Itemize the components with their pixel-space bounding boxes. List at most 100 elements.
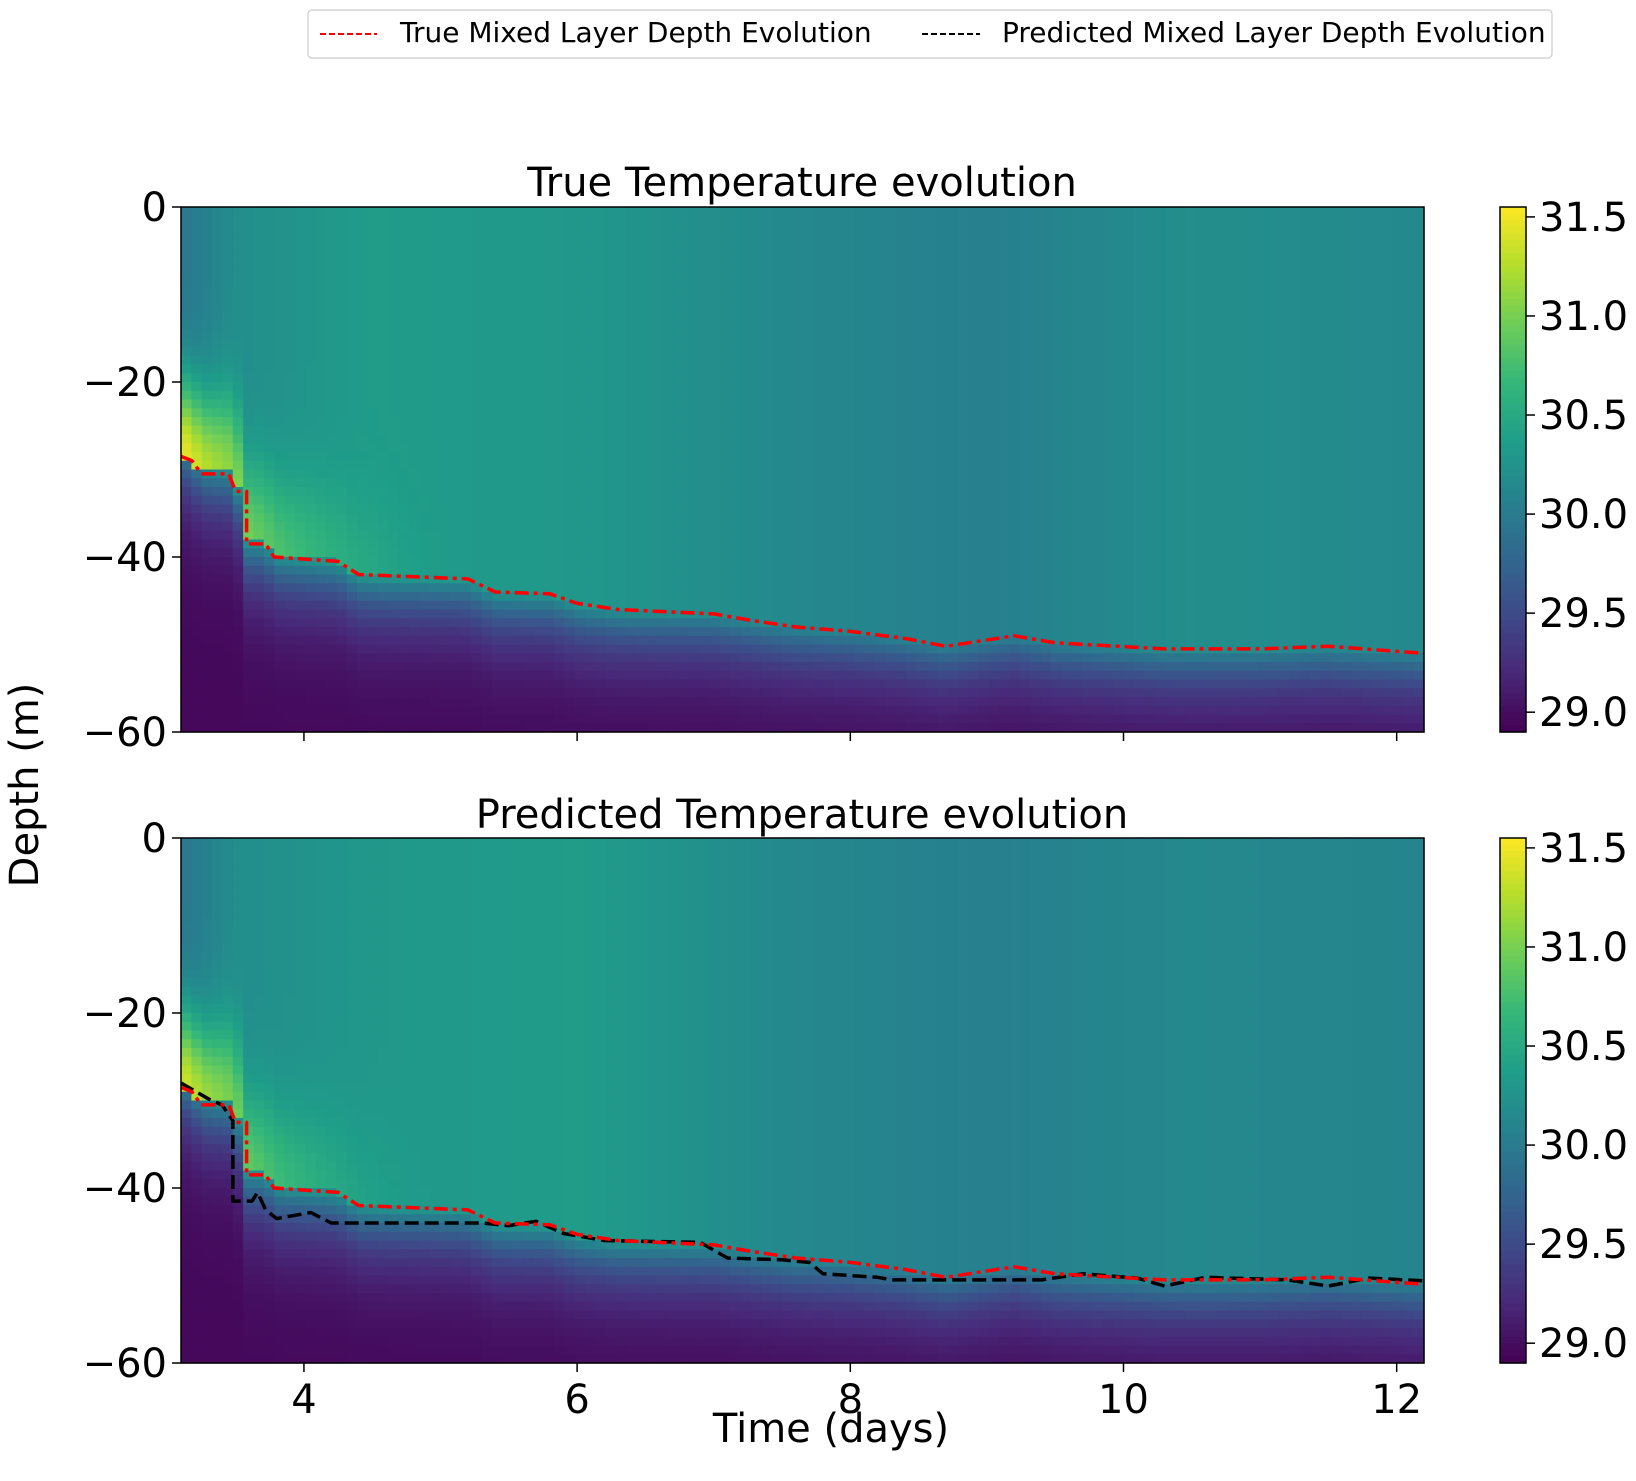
heatmap-cell — [346, 408, 358, 418]
heatmap-cell — [926, 434, 938, 444]
heatmap-cell — [408, 697, 420, 707]
heatmap-cell — [553, 670, 565, 681]
heatmap-cell — [926, 670, 938, 681]
heatmap-cell — [315, 329, 327, 339]
heatmap-cell — [667, 487, 679, 497]
heatmap-cell — [833, 320, 845, 331]
heatmap-cell — [263, 285, 275, 296]
heatmap-cell — [616, 250, 628, 261]
heatmap-cell — [574, 627, 586, 637]
heatmap-cell — [709, 320, 721, 331]
heatmap-cell — [605, 653, 617, 663]
heatmap-cell — [284, 338, 296, 348]
heatmap-cell — [978, 557, 990, 567]
heatmap-cell — [377, 688, 389, 698]
heatmap-cell — [719, 574, 731, 584]
heatmap-cell — [201, 539, 213, 549]
heatmap-cell — [616, 408, 628, 418]
heatmap-cell — [823, 303, 835, 313]
heatmap-cell — [543, 224, 555, 234]
heatmap-cell — [481, 294, 493, 304]
heatmap-cell — [543, 215, 555, 226]
heatmap-cell — [895, 478, 907, 488]
heatmap-cell — [761, 548, 773, 558]
heatmap-cell — [564, 364, 576, 374]
heatmap-cell — [709, 679, 721, 689]
heatmap-cell — [740, 382, 752, 392]
heatmap-cell — [771, 373, 783, 383]
heatmap-cell — [781, 390, 793, 401]
heatmap-cell — [408, 495, 420, 506]
heatmap-cell — [346, 443, 358, 453]
heatmap-cell — [926, 277, 938, 287]
heatmap-cell — [232, 207, 244, 217]
heatmap-cell — [968, 329, 980, 339]
heatmap-cell — [1009, 469, 1021, 479]
heatmap-cell — [512, 338, 524, 348]
heatmap-cell — [1020, 662, 1031, 672]
heatmap-cell — [595, 478, 607, 488]
heatmap-cell — [377, 714, 389, 724]
heatmap-cell — [937, 522, 949, 532]
heatmap-cell — [388, 723, 400, 733]
heatmap-cell — [553, 662, 565, 672]
heatmap-cell — [263, 487, 275, 497]
heatmap-cell — [833, 487, 845, 497]
heatmap-cell — [584, 338, 596, 348]
heatmap-cell — [771, 557, 783, 567]
heatmap-cell — [284, 294, 296, 304]
heatmap-cell — [678, 285, 690, 296]
heatmap-cell — [398, 635, 410, 646]
heatmap-cell — [191, 592, 203, 602]
heatmap-cell — [895, 522, 907, 532]
heatmap-cell — [792, 373, 804, 383]
heatmap-cell — [346, 285, 358, 296]
heatmap-cell — [232, 662, 244, 672]
heatmap-cell — [729, 688, 741, 698]
heatmap-cell — [377, 644, 389, 654]
heatmap-cell — [626, 347, 638, 357]
heatmap-cell — [875, 723, 886, 733]
heatmap-cell — [729, 609, 741, 619]
heatmap-cell — [616, 583, 628, 593]
heatmap-cell — [1030, 390, 1042, 401]
heatmap-cell — [926, 644, 938, 654]
heatmap-cell — [792, 224, 804, 234]
heatmap-cell — [315, 618, 327, 628]
heatmap-cell — [439, 242, 451, 252]
heatmap-cell — [336, 644, 348, 654]
heatmap-cell — [243, 548, 255, 558]
heatmap-cell — [222, 259, 234, 269]
heatmap-cell — [574, 215, 586, 226]
heatmap-cell — [750, 583, 762, 593]
heatmap-cell — [750, 495, 762, 506]
heatmap-cell — [243, 242, 255, 252]
heatmap-cell — [595, 679, 607, 689]
heatmap-cell — [916, 583, 928, 593]
heatmap-cell — [771, 688, 783, 698]
heatmap-cell — [243, 495, 255, 506]
heatmap-cell — [419, 294, 431, 304]
heatmap-cell — [761, 277, 773, 287]
heatmap-cell — [460, 268, 472, 278]
heatmap-cell — [781, 259, 793, 269]
heatmap-cell — [201, 347, 213, 357]
heatmap-cell — [781, 504, 793, 514]
heatmap-cell — [595, 495, 607, 506]
heatmap-cell — [574, 417, 586, 427]
heatmap-cell — [574, 425, 586, 436]
heatmap-cell — [812, 347, 824, 357]
heatmap-cell — [823, 723, 835, 733]
heatmap-cell — [357, 653, 369, 663]
heatmap-cell — [595, 277, 607, 287]
heatmap-cell — [616, 670, 628, 681]
heatmap-cell — [212, 425, 224, 436]
heatmap-cell — [481, 618, 493, 628]
heatmap-cell — [864, 530, 876, 541]
heatmap-cell — [657, 469, 669, 479]
heatmap-cell — [957, 285, 969, 296]
heatmap-cell — [740, 662, 752, 672]
heatmap-cell — [937, 320, 949, 331]
heatmap-cell — [263, 294, 275, 304]
heatmap-cell — [253, 530, 265, 541]
